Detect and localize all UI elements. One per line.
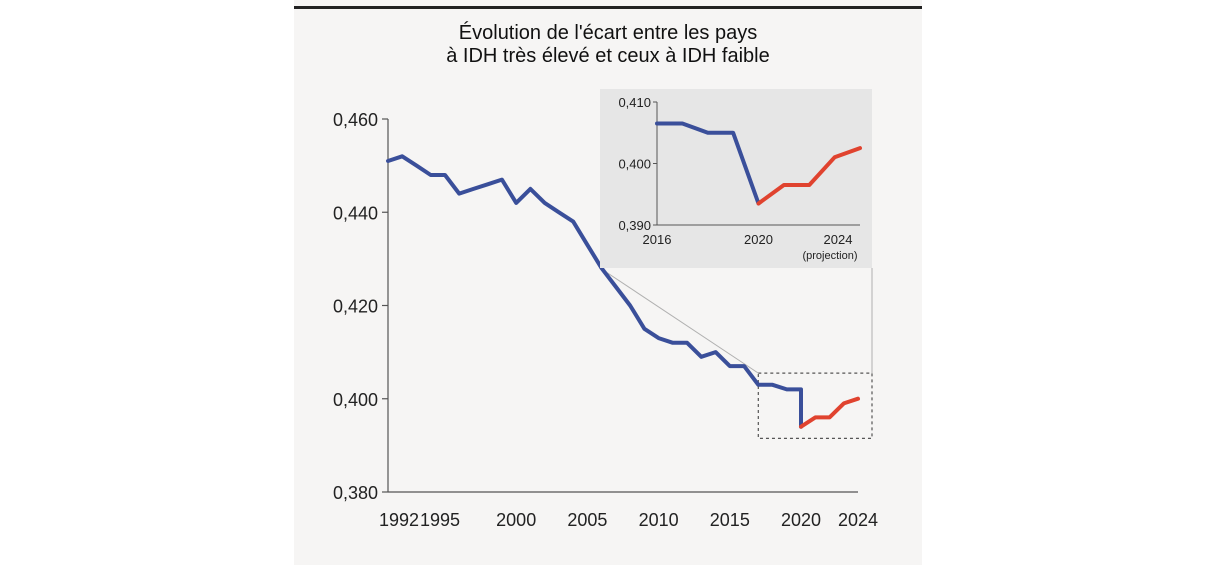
inset-y-tick-label: 0,410 bbox=[618, 95, 651, 110]
main-y-tick-label: 0,420 bbox=[333, 297, 378, 317]
main-series-historique bbox=[386, 154, 803, 429]
main-x-tick-label: 1992 bbox=[379, 510, 419, 530]
chart-title-line-2: à IDH très élevé et ceux à IDH faible bbox=[446, 45, 770, 67]
zoom-box bbox=[757, 372, 873, 439]
main-x-tick-label: 2024 bbox=[838, 510, 878, 530]
inset-x-tick-label: 2020 bbox=[744, 232, 773, 247]
inset-series-projection bbox=[756, 146, 862, 206]
inset-projection-annotation: (projection) bbox=[802, 250, 857, 262]
inset-y-tick-label: 0,390 bbox=[618, 218, 651, 233]
main-x-tick-label: 2010 bbox=[639, 510, 679, 530]
chart-title: Évolution de l'écart entre les pays à ID… bbox=[294, 22, 922, 68]
main-y-tick-label: 0,460 bbox=[333, 110, 378, 130]
main-x-tick-label: 2000 bbox=[496, 510, 536, 530]
main-y-tick-label: 0,400 bbox=[333, 390, 378, 410]
main-x-tick-label: 2015 bbox=[710, 510, 750, 530]
chart-title-line-1: Évolution de l'écart entre les pays bbox=[458, 22, 758, 44]
top-rule bbox=[294, 6, 922, 9]
main-x-tick-label: 1995 bbox=[420, 510, 460, 530]
main-x-tick-label: 2020 bbox=[781, 510, 821, 530]
main-y-tick-label: 0,380 bbox=[333, 483, 378, 503]
inset-series-historique bbox=[655, 121, 761, 206]
main-series-projection bbox=[799, 396, 860, 429]
inset-y-tick-label: 0,400 bbox=[618, 157, 651, 172]
main-x-tick-label: 2005 bbox=[567, 510, 607, 530]
inset-x-tick-label: 2024 bbox=[824, 232, 853, 247]
inset-connector-left bbox=[599, 267, 759, 374]
main-y-tick-label: 0,440 bbox=[333, 203, 378, 223]
inset-x-tick-label: 2016 bbox=[643, 232, 672, 247]
inset-panel bbox=[600, 89, 872, 268]
